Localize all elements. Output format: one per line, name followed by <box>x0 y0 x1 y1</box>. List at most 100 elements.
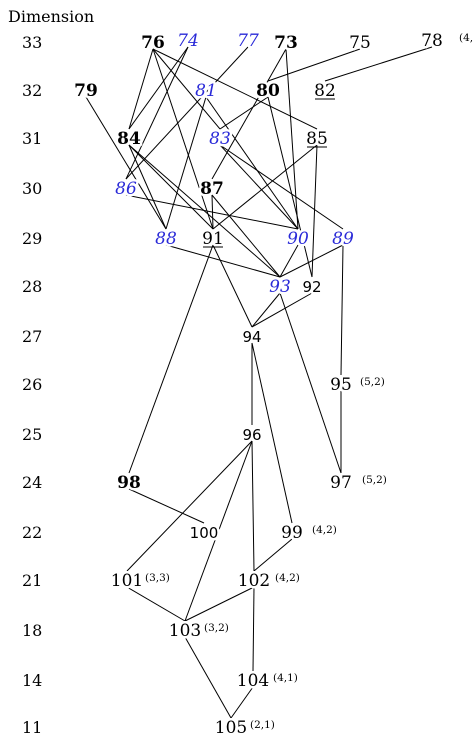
edge-81-90 <box>205 96 299 230</box>
node-superscript: (4,1) <box>273 672 298 684</box>
edge-layer <box>85 46 433 719</box>
edge-80-83 <box>219 96 269 130</box>
node-label: 100 <box>190 524 219 542</box>
node-73: 73 <box>272 31 301 56</box>
node-label: 82 <box>314 81 336 101</box>
edge-73-87 <box>211 48 287 180</box>
node-92: 92 <box>300 276 324 299</box>
node-label: 76 <box>141 33 165 53</box>
node-80: 80 <box>254 79 283 104</box>
node-label: 95 <box>330 375 352 395</box>
edge-87-93 <box>211 194 281 278</box>
edge-96-102 <box>251 440 255 572</box>
edge-83-90 <box>219 144 299 230</box>
edge-87-91 <box>211 194 214 230</box>
node-label: 88 <box>155 229 177 249</box>
edge-104-105 <box>230 686 254 719</box>
node-superscript: (4,2) <box>275 572 300 584</box>
node-89: 89 <box>330 227 357 252</box>
node-superscript: (4,5) <box>459 32 474 44</box>
node-105: 105 (2,1) <box>212 716 275 741</box>
dimension-value: 28 <box>22 277 42 296</box>
node-label: 77 <box>237 31 259 51</box>
node-85: 85 <box>304 127 331 152</box>
dimension-header: Dimension <box>8 7 94 26</box>
dimension-value: 22 <box>22 523 42 542</box>
node-86: 86 <box>113 177 140 202</box>
node-96: 96 <box>240 424 264 447</box>
node-label: 89 <box>332 229 354 249</box>
edge-89-95 <box>340 244 344 376</box>
node-102: 102 (4,2) <box>235 569 300 594</box>
node-label: 83 <box>209 129 231 149</box>
dimension-value: 11 <box>22 718 42 737</box>
node-label: 73 <box>274 33 298 53</box>
node-98: 98 <box>115 471 144 496</box>
edge-85-91 <box>212 144 318 230</box>
dimension-value: 30 <box>22 179 42 198</box>
node-95: 95 (5,2) <box>328 373 385 398</box>
edge-76-84 <box>128 48 154 130</box>
edge-92-94 <box>251 292 313 328</box>
edge-83-89 <box>219 144 344 230</box>
edge-85-92 <box>311 144 318 278</box>
edge-99-102 <box>253 538 293 572</box>
dimension-value: 24 <box>22 473 42 492</box>
edge-79-88 <box>85 96 167 230</box>
dimension-value: 29 <box>22 229 42 248</box>
edge-73-90 <box>285 48 299 230</box>
node-82: 82 <box>312 79 339 104</box>
node-label: 85 <box>306 129 328 149</box>
edge-93-97 <box>279 292 342 474</box>
node-superscript: (5,2) <box>360 376 385 388</box>
node-label: 99 <box>281 523 303 543</box>
node-87: 87 <box>198 177 227 202</box>
node-label: 84 <box>117 129 141 149</box>
node-superscript: (3,3) <box>145 572 170 584</box>
node-label: 75 <box>349 33 371 53</box>
dimension-value: 27 <box>22 327 42 346</box>
edge-96-101 <box>126 440 253 572</box>
edge-89-93 <box>279 244 344 278</box>
node-label: 91 <box>202 229 224 249</box>
edge-88-93 <box>165 244 281 278</box>
edge-101-103 <box>126 586 186 622</box>
edge-90-93 <box>279 244 299 278</box>
node-label: 74 <box>177 31 199 51</box>
node-97: 97 (5,2) <box>328 471 387 496</box>
edge-78-82 <box>324 46 433 82</box>
node-label: 104 <box>237 671 269 691</box>
node-104: 104 (4,1) <box>234 669 298 694</box>
node-label: 78 <box>421 31 443 51</box>
dimension-value: 18 <box>22 621 42 640</box>
node-78: 78 (4,5) <box>419 29 474 54</box>
dimension-value: 31 <box>22 129 42 148</box>
edge-91-98 <box>128 244 214 474</box>
dimension-value: 14 <box>22 671 42 690</box>
edge-75-80 <box>267 48 361 82</box>
node-76: 76 <box>139 31 168 56</box>
dimension-column: Dimension 33 32 31 30 29 28 27 26 25 24 22 21 18 14 11 <box>8 7 94 737</box>
dimension-value: 32 <box>22 81 42 100</box>
edge-98-100 <box>128 488 205 524</box>
edge-76-91 <box>152 48 214 230</box>
node-84: 84 <box>115 127 144 152</box>
node-label: 96 <box>242 426 261 444</box>
node-label: 81 <box>195 81 217 101</box>
node-label: 80 <box>256 81 280 101</box>
node-93: 93 <box>267 275 294 300</box>
node-99: 99 (4,2) <box>279 521 337 546</box>
edge-76-83 <box>152 48 221 130</box>
dimension-value: 25 <box>22 425 42 444</box>
node-label: 90 <box>287 229 309 249</box>
node-75: 75 <box>347 31 374 56</box>
edge-102-104 <box>252 586 255 672</box>
edge-103-105 <box>184 636 232 719</box>
node-label: 97 <box>330 473 352 493</box>
node-79: 79 <box>72 79 101 104</box>
node-label: 101 <box>111 571 143 591</box>
node-label: 94 <box>242 328 261 346</box>
edge-94-99 <box>251 342 293 524</box>
node-label: 87 <box>200 179 224 199</box>
